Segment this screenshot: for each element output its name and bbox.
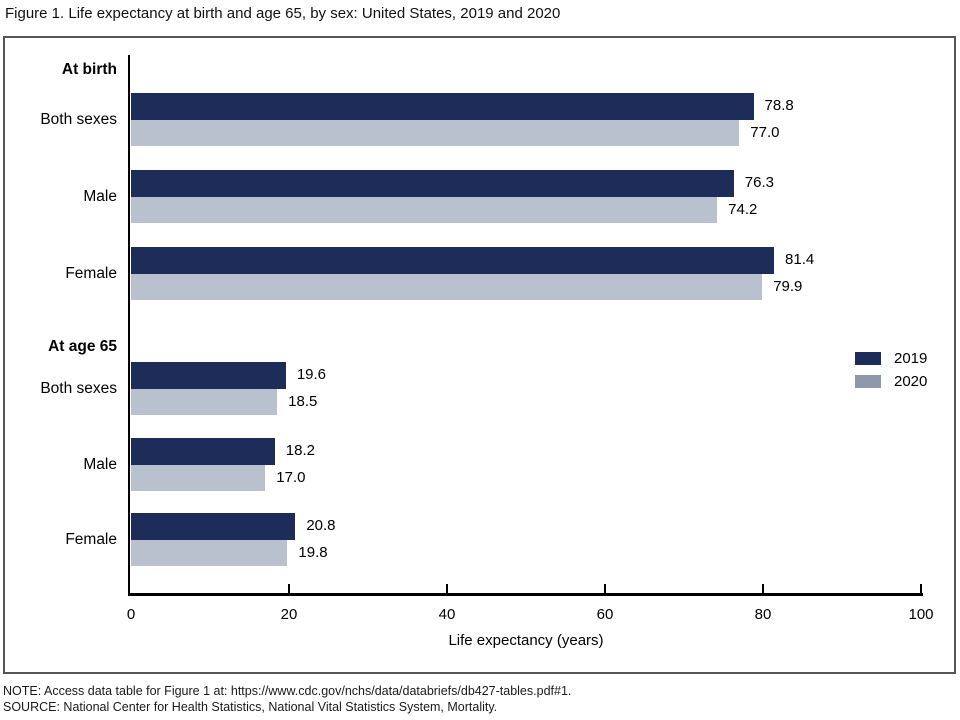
bar-value-label-2019: 19.6 <box>296 366 327 384</box>
category-label: Both sexes <box>40 379 117 397</box>
x-axis-line <box>128 593 923 596</box>
x-axis-tick <box>920 584 922 593</box>
bar-value-label-2019: 20.8 <box>306 517 336 535</box>
figure-title: Figure 1. Life expectancy at birth and a… <box>5 5 561 22</box>
legend-item-2020: 2020 <box>855 372 928 390</box>
legend-item-2019: 2019 <box>855 349 928 367</box>
bar-2020 <box>131 539 288 566</box>
bar-2020 <box>131 388 278 415</box>
bar-2019 <box>131 513 296 540</box>
x-axis-tick <box>762 584 764 593</box>
bar-2019 <box>131 362 286 389</box>
x-axis-label: Life expectancy (years) <box>448 632 604 649</box>
bar-value-label-2020: 18.5 <box>288 392 318 410</box>
bar-value-label-2020: 77.0 <box>750 123 780 141</box>
category-label: Both sexes <box>40 110 117 128</box>
group-header: At birth <box>61 61 117 78</box>
x-axis-tick-label: 100 <box>908 606 934 623</box>
bar-value-label-2019: 78.8 <box>764 97 794 115</box>
legend-swatch-2019 <box>855 352 881 365</box>
bar-2020 <box>131 464 266 491</box>
bar-value-label-2020: 79.9 <box>773 277 803 295</box>
legend-label-2020: 2020 <box>894 372 928 390</box>
x-axis-tick-label: 40 <box>438 606 456 623</box>
bar-value-label-2019: 81.4 <box>785 251 815 269</box>
bar-2019 <box>131 247 775 274</box>
category-label: Female <box>65 530 117 548</box>
bar-2019 <box>131 93 754 120</box>
x-axis-tick <box>446 584 448 593</box>
x-axis-tick <box>604 584 606 593</box>
bar-2020 <box>131 196 718 223</box>
bar-value-label-2020: 19.8 <box>298 543 328 561</box>
x-axis-tick-label: 60 <box>596 606 614 623</box>
group-header: At age 65 <box>48 338 117 355</box>
bar-value-label-2019: 76.3 <box>744 174 774 192</box>
figure-notes: NOTE: Access data table for Figure 1 at:… <box>3 683 571 715</box>
x-axis-tick-label: 20 <box>280 606 298 623</box>
category-label: Female <box>65 264 117 282</box>
bar-value-label-2020: 17.0 <box>276 468 306 486</box>
x-axis-tick-label: 0 <box>126 606 136 623</box>
category-label: Male <box>83 455 117 473</box>
source-text: SOURCE: National Center for Health Stati… <box>3 700 498 714</box>
note-text: NOTE: Access data table for Figure 1 at:… <box>3 684 572 698</box>
bar-value-label-2019: 18.2 <box>285 442 315 460</box>
bar-value-label-2020: 74.2 <box>728 200 758 218</box>
bar-2020 <box>131 273 763 300</box>
legend-swatch-2020 <box>855 375 881 388</box>
bar-2019 <box>131 438 275 465</box>
legend: 2019 2020 <box>855 349 928 398</box>
plot-area: 0 20 40 60 80 100 At birth Both sexes 78.8 77.0 Ma… <box>5 38 954 672</box>
x-axis-tick <box>288 584 290 593</box>
y-axis-line <box>128 55 130 596</box>
x-axis-tick-label: 80 <box>754 606 772 623</box>
category-label: Male <box>83 187 117 205</box>
chart-frame: 0 20 40 60 80 100 At birth Both sexes 78.8 77.0 Ma… <box>3 36 956 674</box>
bar-2020 <box>131 119 740 146</box>
legend-label-2019: 2019 <box>894 349 928 367</box>
bar-2019 <box>131 170 734 197</box>
